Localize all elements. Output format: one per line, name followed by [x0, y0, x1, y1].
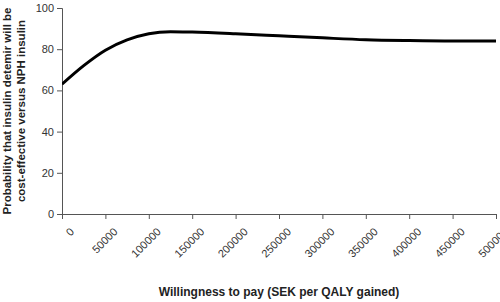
- x-tick-label: 400000: [389, 225, 423, 259]
- x-tick-label: 350000: [346, 225, 380, 259]
- y-tick: 40: [42, 126, 62, 138]
- y-axis-title: Probability that insulin detemir will be: [1, 7, 13, 214]
- x-tick: 150000: [172, 214, 206, 260]
- x-tick-mark: [322, 214, 323, 219]
- x-tick-label: 200000: [215, 225, 249, 259]
- x-tick: 100000: [129, 214, 163, 260]
- x-tick-mark: [149, 214, 150, 219]
- y-tick-label: 60: [42, 84, 54, 96]
- series-line: [62, 32, 496, 85]
- y-tick: 60: [42, 84, 62, 96]
- x-tick: 300000: [302, 214, 336, 260]
- chart: 0 20 40 60 80 100 0 50000 100000 150000 200000 2500…: [0, 0, 500, 302]
- y-tick-mark: [57, 173, 62, 174]
- x-tick-label: 500000: [476, 225, 500, 259]
- x-axis-title: Willingness to pay (SEK per QALY gained): [159, 285, 400, 299]
- x-tick-mark: [62, 214, 63, 219]
- x-tick: 500000: [476, 214, 500, 260]
- y-tick-label: 100: [36, 2, 54, 14]
- y-tick-mark: [57, 132, 62, 133]
- y-axis: 0 20 40 60 80 100: [36, 2, 63, 220]
- x-tick-mark: [236, 214, 237, 219]
- x-tick: 400000: [389, 214, 423, 260]
- x-tick-label: 50000: [90, 225, 120, 255]
- x-tick: 350000: [346, 214, 380, 260]
- x-axis: 0 50000 100000 150000 200000 250000 300000 3500…: [63, 214, 500, 260]
- y-tick-mark: [57, 214, 62, 215]
- x-tick-label: 150000: [172, 225, 206, 259]
- series-group: [62, 32, 496, 85]
- y-tick-label: 20: [42, 167, 54, 179]
- x-tick-label: 100000: [129, 225, 163, 259]
- x-tick: 450000: [432, 214, 466, 260]
- y-axis-line: [57, 9, 63, 215]
- x-tick-mark: [279, 214, 280, 219]
- x-tick-label: 0: [63, 225, 76, 238]
- x-tick-label: 300000: [302, 225, 336, 259]
- y-tick-label: 80: [42, 43, 54, 55]
- y-tick-label: 40: [42, 126, 54, 138]
- y-tick-mark: [57, 49, 62, 50]
- y-tick: 0: [48, 208, 62, 220]
- x-axis-line: [63, 215, 497, 220]
- y-axis-title: cost-effective versus NPH insulin: [15, 20, 27, 202]
- y-tick-mark: [57, 90, 62, 91]
- y-tick-mark: [57, 8, 62, 9]
- x-tick-mark: [496, 214, 497, 219]
- x-tick: 0: [63, 214, 77, 238]
- x-tick-mark: [409, 214, 410, 219]
- x-tick: 200000: [215, 214, 249, 260]
- y-tick: 20: [42, 167, 62, 179]
- y-tick-label: 0: [48, 208, 54, 220]
- x-tick-mark: [366, 214, 367, 219]
- x-tick: 250000: [259, 214, 293, 260]
- x-tick: 50000: [90, 214, 120, 255]
- x-tick-mark: [453, 214, 454, 219]
- y-tick: 100: [36, 2, 62, 14]
- x-tick-label: 450000: [432, 225, 466, 259]
- x-tick-mark: [105, 214, 106, 219]
- y-tick: 80: [42, 43, 62, 55]
- x-tick-mark: [192, 214, 193, 219]
- x-tick-label: 250000: [259, 225, 293, 259]
- plot: 0 20 40 60 80 100 0 50000 100000 150000 200000 2500…: [36, 2, 500, 260]
